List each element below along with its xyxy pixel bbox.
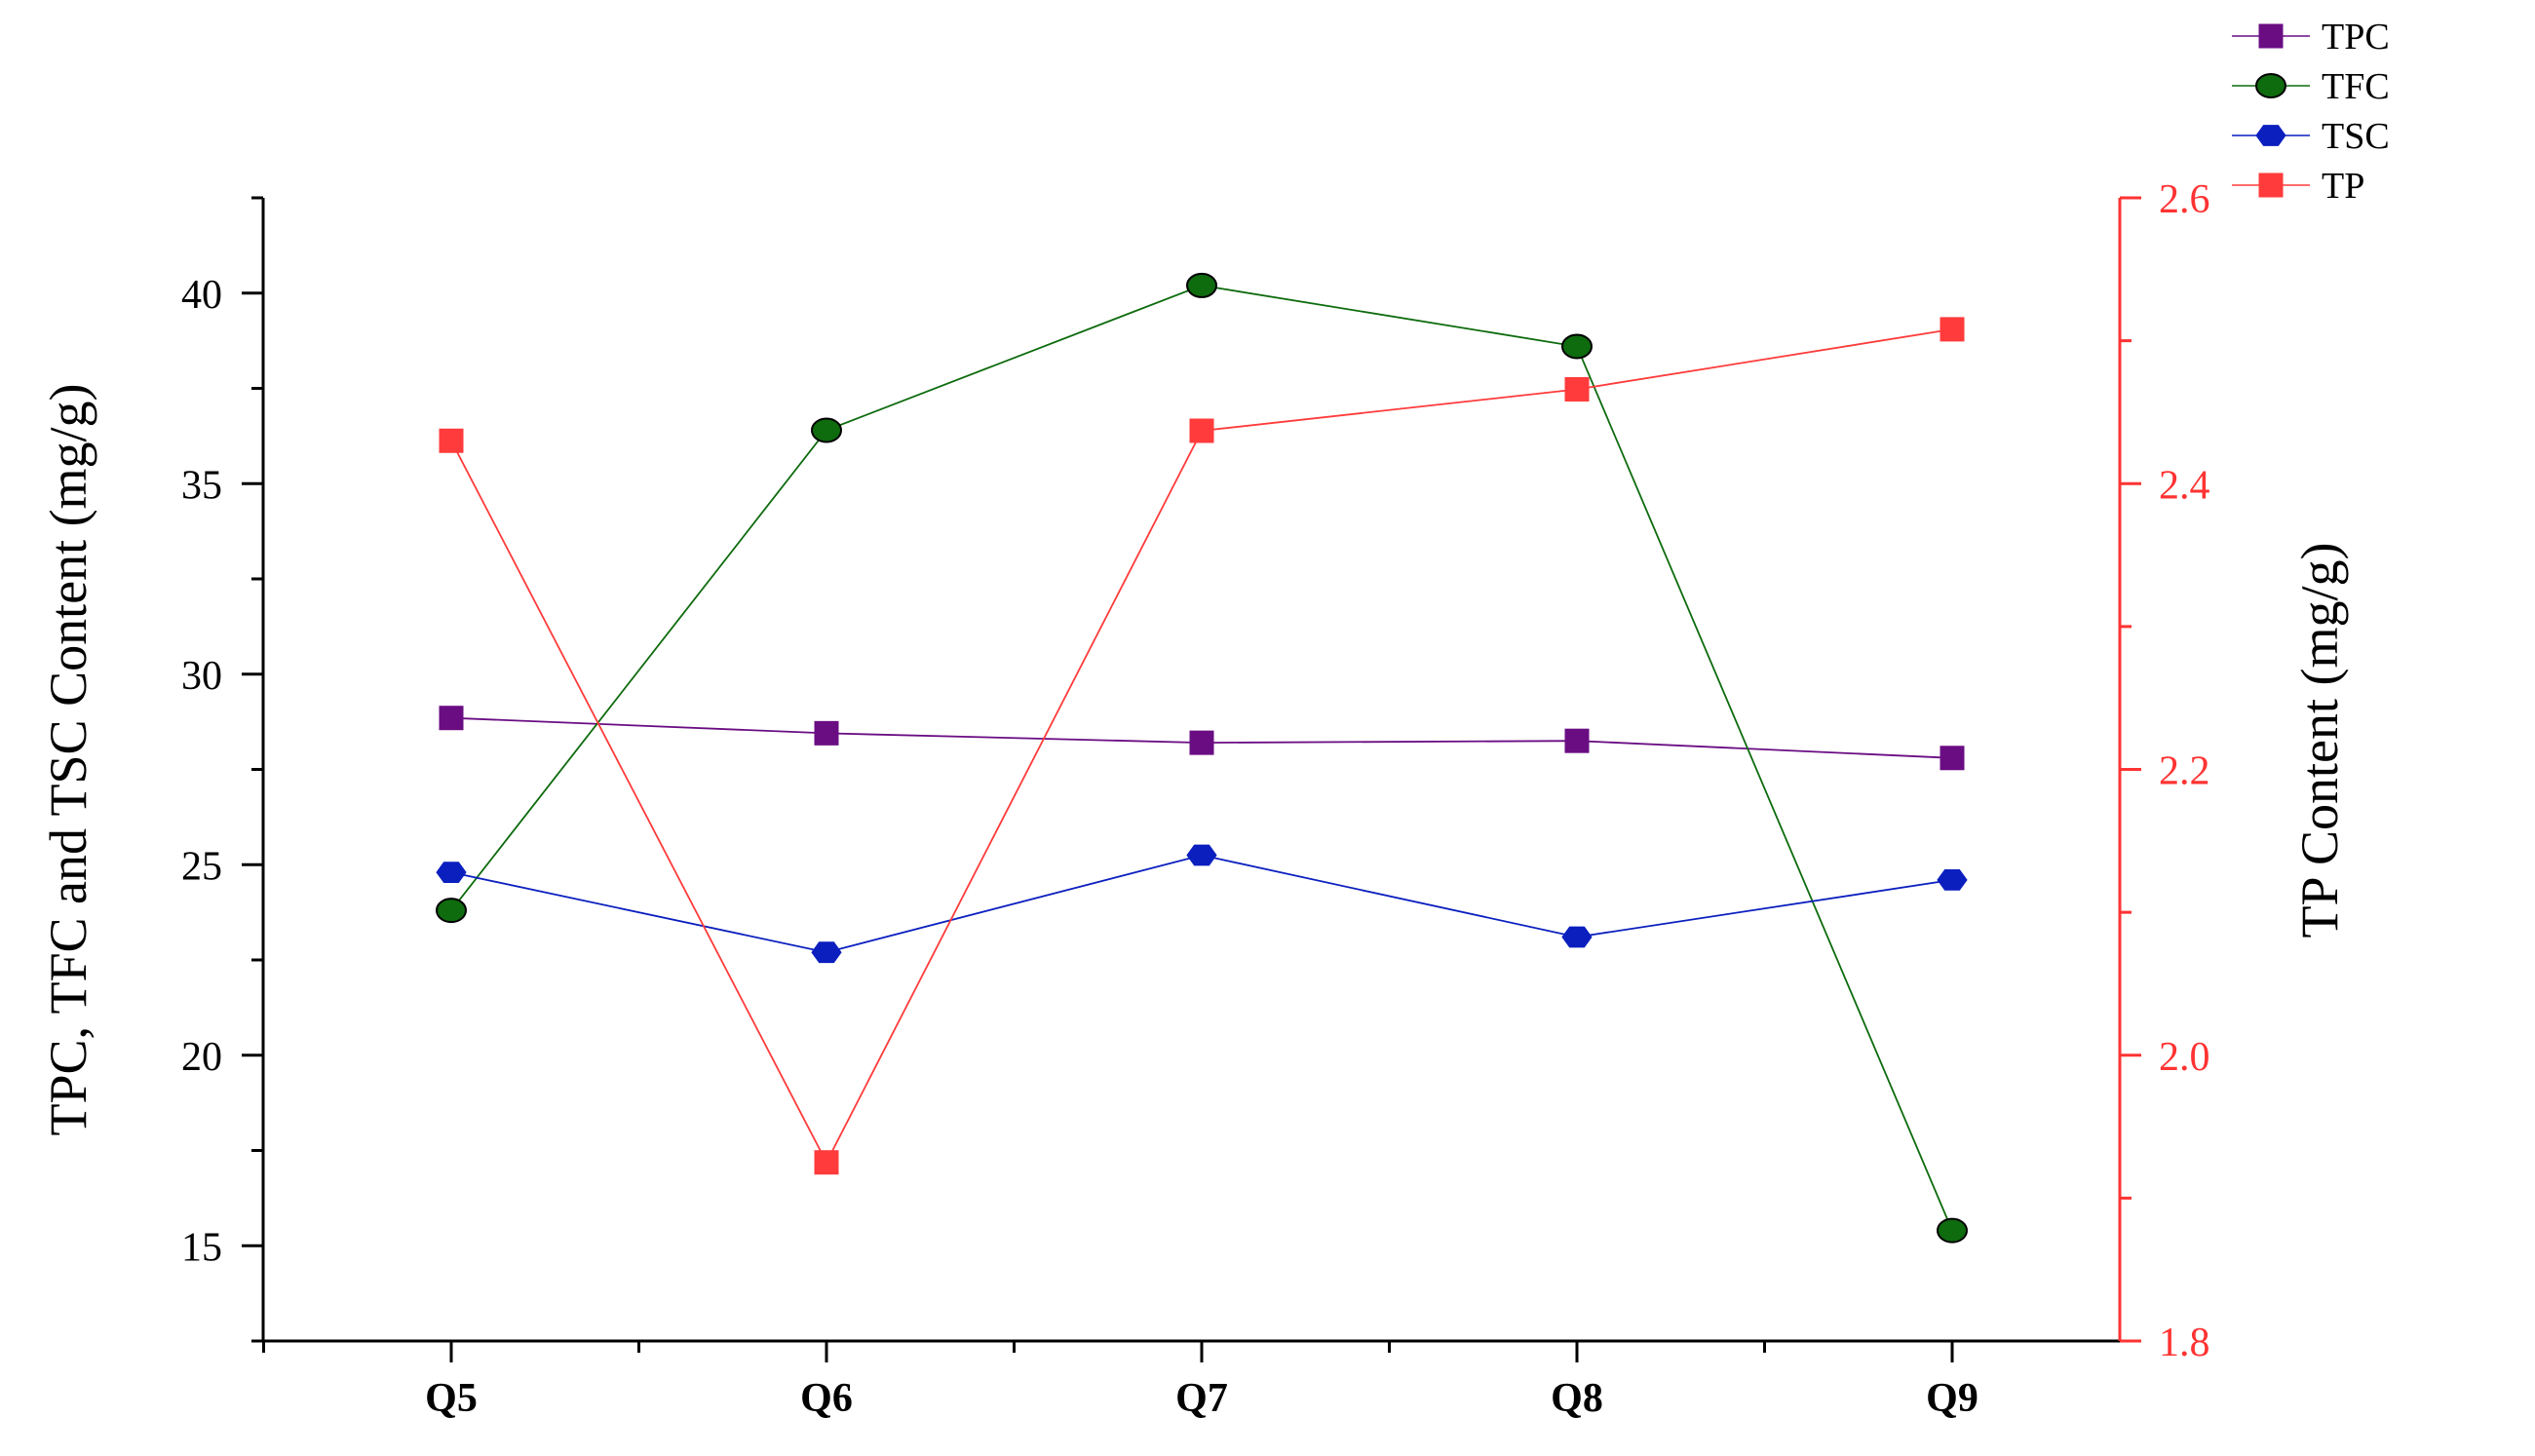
data-point-tsc [1186, 844, 1217, 866]
x-tick-label: Q5 [425, 1376, 478, 1421]
data-point-tfc [1561, 333, 1593, 360]
y-left-tick-label: 40 [181, 273, 222, 318]
y-left-axis-title: TPC, TFC and TSC Content (mg/g) [39, 383, 97, 1135]
x-tick-label: Q9 [1926, 1376, 1978, 1421]
legend-item-tfc: TFC [2232, 66, 2390, 107]
data-point-tsc [436, 862, 467, 883]
data-point-tp [1940, 317, 1965, 342]
y-left-tick-label: 15 [181, 1225, 222, 1270]
series-tpc [439, 706, 1965, 771]
y-right-tick-label: 1.8 [2159, 1321, 2210, 1365]
y-left-tick-label: 25 [181, 844, 222, 889]
legend: TPC TFC TSC TP [2232, 17, 2390, 207]
legend-label: TPC [2322, 17, 2390, 57]
series-tp [439, 317, 1965, 1175]
x-tick-label: Q6 [800, 1376, 853, 1421]
y-right-tick-label: 2.4 [2159, 463, 2210, 508]
legend-item-tsc: TSC [2232, 116, 2390, 157]
y-right-tick-label: 2.6 [2159, 177, 2210, 222]
series-line-tsc [450, 854, 1953, 954]
data-point-tp [439, 428, 464, 453]
data-point-tpc [1940, 746, 1965, 771]
data-point-tfc [1937, 1217, 1968, 1244]
data-point-tp [1564, 376, 1590, 402]
series-tsc [436, 844, 1968, 964]
y-right-tick-label: 2.0 [2159, 1035, 2210, 1080]
legend-label: TP [2322, 166, 2364, 207]
series-tfc [436, 272, 1968, 1244]
data-point-tpc [1189, 730, 1214, 755]
legend-marker [2255, 125, 2286, 146]
axes-layer: 15 20 25 30 35 40 1.8 2.0 2.2 2.4 2.6 Q5 Q6 Q7 Q8 Q9 TPC… [39, 177, 2349, 1421]
data-point-tsc [811, 941, 842, 964]
data-point-tfc [436, 898, 467, 924]
x-tick-label: Q7 [1175, 1376, 1228, 1421]
y-right-axis-title: TP Content (mg/g) [2290, 543, 2349, 939]
legend-marker [2258, 23, 2284, 49]
legend-label: TSC [2322, 116, 2390, 157]
data-point-tpc [1564, 728, 1590, 753]
data-point-tfc [811, 417, 842, 443]
y-left-tick-label: 35 [181, 463, 222, 508]
x-tick-label: Q8 [1551, 1376, 1603, 1421]
legend-item-tp: TP [2232, 166, 2364, 207]
data-point-tp [1189, 418, 1214, 443]
y-left-tick-label: 30 [181, 654, 222, 699]
data-point-tp [814, 1150, 839, 1175]
legend-label: TFC [2322, 66, 2390, 107]
data-point-tpc [439, 706, 464, 731]
series-layer [436, 272, 1968, 1244]
data-point-tpc [814, 720, 839, 746]
legend-marker [2255, 73, 2286, 98]
legend-marker [2258, 172, 2284, 198]
data-point-tsc [1937, 869, 1968, 891]
legend-item-tpc: TPC [2232, 17, 2390, 57]
data-point-tfc [1186, 272, 1217, 298]
y-left-tick-label: 20 [181, 1035, 222, 1080]
y-right-tick-label: 2.2 [2159, 749, 2210, 794]
data-point-tsc [1561, 926, 1593, 948]
